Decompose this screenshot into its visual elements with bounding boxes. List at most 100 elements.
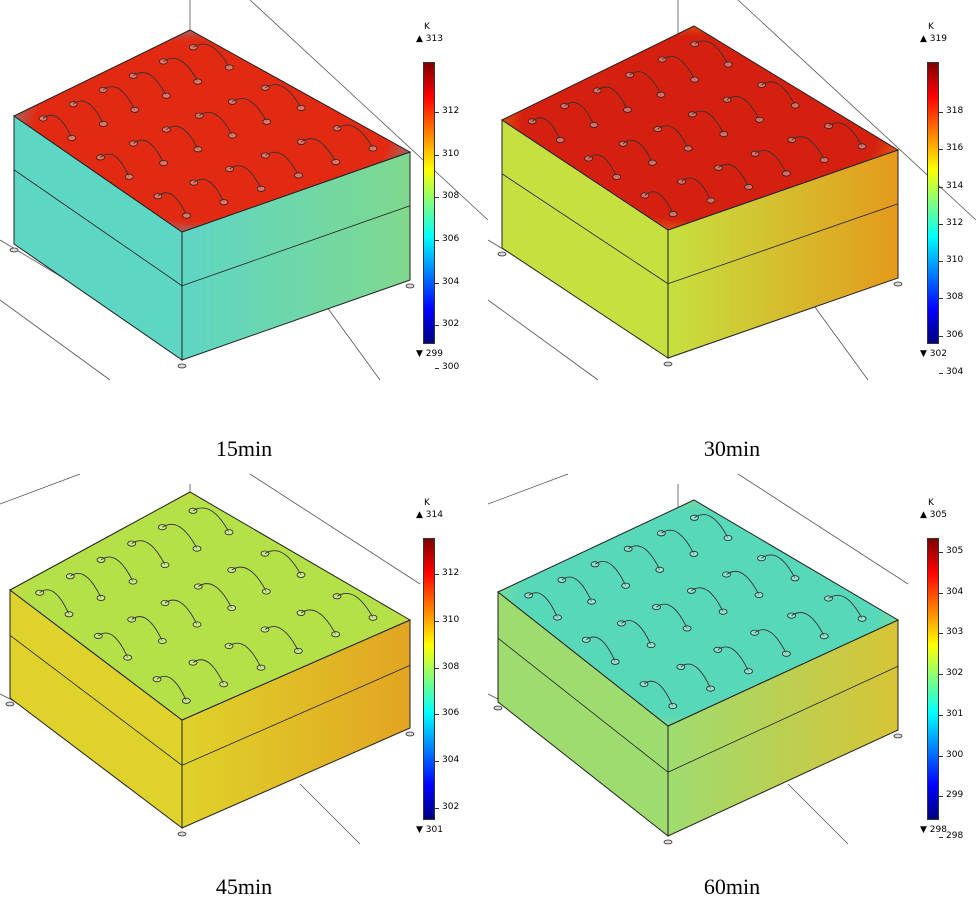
cell-terminal <box>193 78 203 85</box>
colorbar-tick-label: 301 <box>938 708 964 719</box>
colorbar-tick-label: 300 <box>938 749 964 760</box>
cell-terminal <box>655 566 665 573</box>
box-foot <box>493 705 503 711</box>
cell-terminal <box>159 159 169 166</box>
connector-arc <box>791 612 825 637</box>
guide-line <box>0 299 111 381</box>
box-seam <box>9 635 183 766</box>
connector-arc <box>192 507 230 533</box>
cell-terminal <box>193 146 203 153</box>
connector-arc <box>100 556 134 582</box>
cell-terminal <box>262 118 272 125</box>
cell-terminal <box>293 647 303 654</box>
connector-arc <box>754 150 787 174</box>
colorbar-min: ▼ 301 <box>416 825 443 835</box>
connector-arc <box>336 124 374 149</box>
connector-arc <box>100 153 130 177</box>
cell-terminal <box>706 685 716 692</box>
colorbar-tick-label: 306 <box>434 234 460 244</box>
connector-arc <box>131 540 166 566</box>
cell-terminal <box>331 631 341 638</box>
colorbar-tick-label: 303 <box>938 627 964 638</box>
cell-terminal <box>219 681 229 688</box>
connector-arc <box>264 84 302 109</box>
guide-line <box>737 473 909 585</box>
max-triangle-icon: ▲ <box>416 34 426 44</box>
guide-line <box>488 299 599 381</box>
connector-arc <box>193 178 225 203</box>
box-seam <box>501 173 669 285</box>
box-foot <box>663 361 673 367</box>
connector-arc <box>761 554 796 579</box>
box-foot <box>5 701 15 707</box>
colorbar-tick-label: 312 <box>938 217 964 228</box>
cell-terminal <box>610 658 620 665</box>
cell-terminal <box>219 199 229 206</box>
cell-terminal <box>683 145 693 152</box>
connector-arc <box>164 599 198 625</box>
cell-terminal <box>857 143 867 150</box>
box-foot <box>893 281 903 287</box>
cell-terminal <box>706 197 716 204</box>
cell-terminal <box>623 106 632 113</box>
connector-arc <box>336 592 374 618</box>
cell-terminal <box>224 64 234 71</box>
colorbar-max: ▲ 314 <box>416 510 443 520</box>
panel-15min: K ▲ 313 ▼ 299 312 310 308 306 304 302 300 15mi… <box>0 0 488 461</box>
colorbar-min: ▼ 298 <box>920 825 947 835</box>
connector-arc <box>265 151 299 176</box>
caption-60min: 60min <box>703 874 761 899</box>
box-foot <box>497 251 507 257</box>
connector-arc <box>718 163 750 188</box>
colorbar-unit: K <box>424 498 430 508</box>
connector-arc <box>232 98 268 123</box>
cell-terminal <box>646 642 656 649</box>
connector-arc <box>657 125 689 149</box>
colorbar-max: ▲ 313 <box>416 34 443 44</box>
cell-terminal <box>819 633 829 640</box>
box-seam <box>181 664 411 766</box>
colorbar-tick-label: 310 <box>938 255 964 266</box>
cell-terminal <box>612 173 622 180</box>
cell-terminal <box>555 136 565 143</box>
min-triangle-icon: ▼ <box>920 349 930 359</box>
connector-arc <box>754 629 787 654</box>
colorbar-tick-label: 306 <box>938 329 964 340</box>
cell-terminal <box>192 545 202 552</box>
colorbar-max: ▲ 305 <box>920 510 947 520</box>
colorbar-tick-label: 304 <box>434 755 460 766</box>
colorbar-tick-label: 314 <box>938 180 964 191</box>
connector-arc <box>264 626 299 652</box>
connector-arc <box>627 545 661 570</box>
connector-arc <box>42 114 73 139</box>
cell-terminal <box>161 92 171 99</box>
cell-terminal <box>67 134 77 141</box>
connector-arc <box>594 560 627 586</box>
connector-arc <box>656 603 688 629</box>
colorbar-tick-label: 318 <box>938 106 964 116</box>
panel-60min: K ▲ 305 ▼ 298 305 304 303 302 301 300 299 298 6… <box>488 444 976 899</box>
colorbar-tick-label: 316 <box>938 143 964 154</box>
connector-arc <box>726 570 760 596</box>
cell-terminal <box>790 575 800 582</box>
connector-arc <box>717 646 749 672</box>
max-triangle-icon: ▲ <box>920 510 930 520</box>
connector-arc <box>163 57 199 82</box>
max-triangle-icon: ▲ <box>920 34 930 44</box>
connector-arc <box>629 71 662 95</box>
colorbar-unit: K <box>424 22 430 32</box>
colorbar-tick-label: 304 <box>938 586 964 597</box>
cell-terminal <box>181 697 191 704</box>
cell-terminal <box>668 703 678 710</box>
cell-terminal <box>261 588 271 595</box>
colorbar-tick-label: 306 <box>434 708 460 719</box>
caption-45min: 45min <box>215 874 273 899</box>
connector-arc <box>231 566 267 592</box>
colorbar-tick-label: 302 <box>434 802 460 812</box>
caption-30min: 30min <box>703 436 761 461</box>
cell-terminal <box>647 159 657 166</box>
guide-line <box>787 783 849 845</box>
cell-terminal <box>294 172 303 179</box>
connector-arc <box>300 609 337 635</box>
connector-arc <box>131 616 163 642</box>
